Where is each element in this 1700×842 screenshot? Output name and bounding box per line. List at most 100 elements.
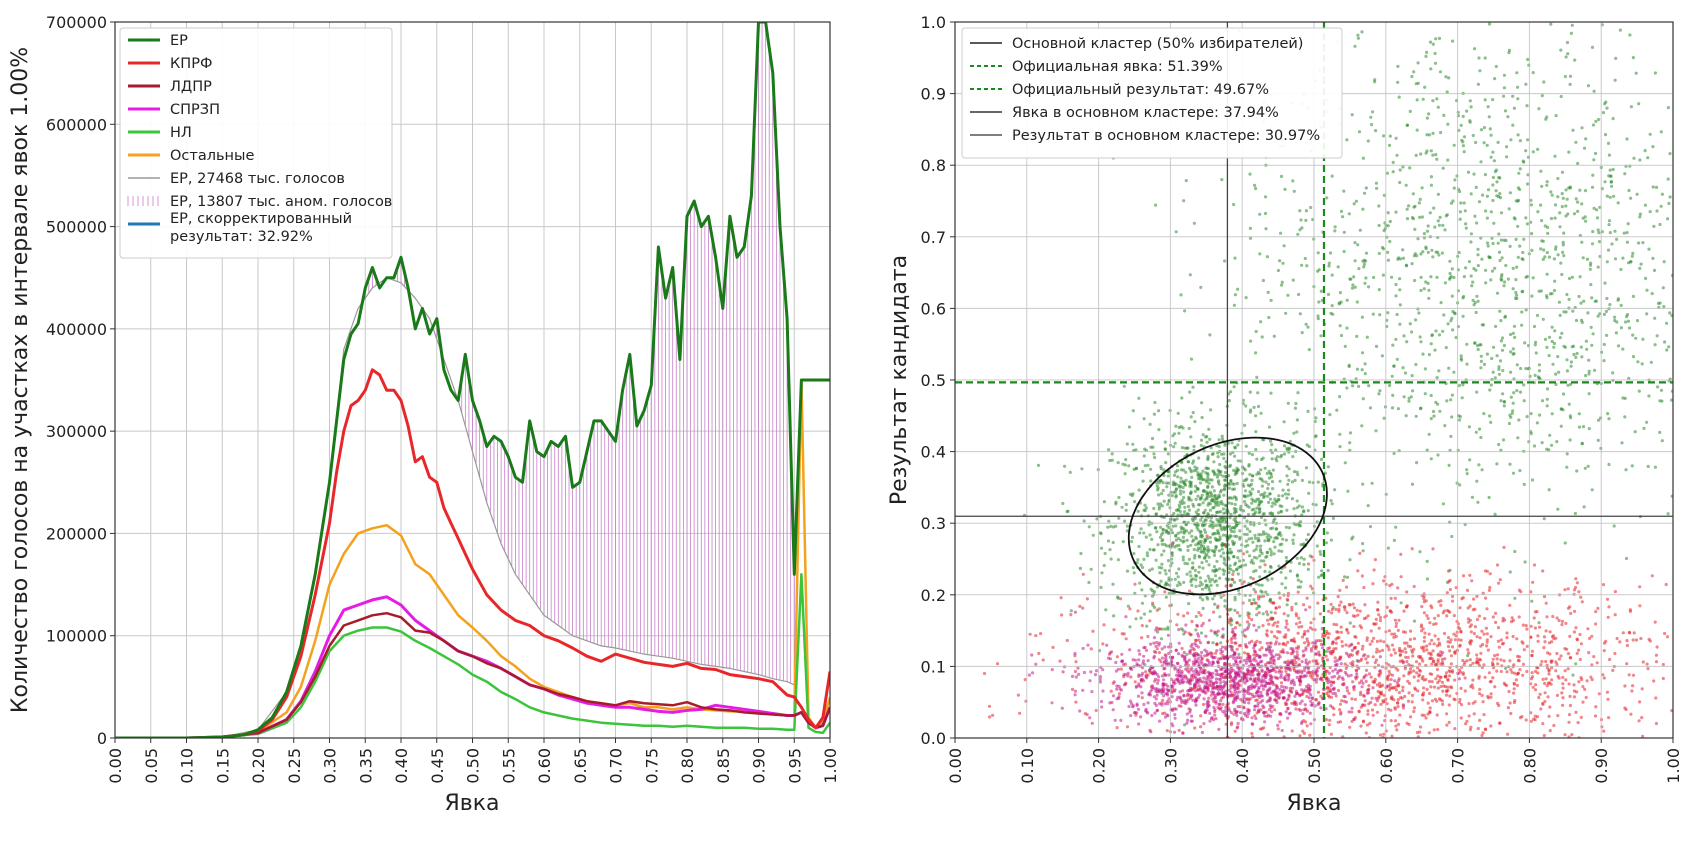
scatter-point (1461, 114, 1465, 118)
scatter-point (1358, 681, 1362, 685)
scatter-point (1074, 700, 1078, 704)
scatter-point (1269, 610, 1273, 614)
scatter-point (1563, 733, 1567, 737)
scatter-point (1272, 334, 1276, 338)
scatter-point (1258, 212, 1262, 216)
scatter-point (1155, 608, 1159, 612)
scatter-point (1182, 490, 1186, 494)
scatter-point (1270, 457, 1274, 461)
scatter-point (1423, 392, 1427, 396)
scatter-point (1204, 435, 1208, 439)
scatter-point (1152, 506, 1156, 511)
scatter-point (1061, 501, 1065, 506)
scatter-point (1154, 512, 1158, 517)
scatter-point (1586, 627, 1590, 631)
scatter-point (1516, 255, 1520, 259)
scatter-point (1294, 661, 1298, 665)
scatter-point (1394, 282, 1398, 287)
scatter-point (1356, 36, 1360, 40)
scatter-point (1373, 661, 1377, 665)
scatter-point (1407, 399, 1411, 403)
scatter-point (1631, 56, 1635, 60)
scatter-point (1420, 215, 1424, 219)
scatter-point (1350, 653, 1354, 657)
scatter-point (1411, 389, 1415, 393)
scatter-point (1371, 312, 1375, 316)
scatter-point (1578, 188, 1582, 192)
scatter-point (1189, 357, 1194, 361)
scatter-point (1664, 582, 1668, 587)
scatter-point (1273, 621, 1277, 625)
scatter-point (1633, 430, 1637, 434)
scatter-point (1514, 290, 1518, 295)
scatter-point (1206, 454, 1210, 458)
scatter-point (1247, 616, 1251, 620)
scatter-point (1418, 654, 1423, 659)
scatter-point (1117, 692, 1121, 696)
scatter-point (1206, 574, 1210, 578)
scatter-point (1484, 268, 1488, 272)
scatter-point (1396, 668, 1400, 672)
scatter-point (1565, 197, 1569, 201)
scatter-point (1329, 538, 1333, 542)
scatter-point (1214, 545, 1218, 549)
scatter-point (1247, 512, 1251, 517)
scatter-point (1361, 542, 1365, 546)
scatter-point (1252, 569, 1256, 574)
scatter-point (1411, 654, 1415, 658)
scatter-point (1377, 649, 1382, 653)
scatter-point (1364, 186, 1368, 190)
scatter-point (1428, 711, 1432, 715)
scatter-point (1396, 698, 1400, 702)
scatter-point (1459, 638, 1463, 642)
scatter-point (1650, 574, 1654, 578)
scatter-point (1063, 464, 1067, 468)
scatter-point (1140, 601, 1145, 605)
scatter-point (1419, 275, 1423, 279)
scatter-point (1235, 621, 1239, 625)
scatter-point (1300, 505, 1304, 509)
scatter-point (1316, 601, 1320, 605)
scatter-point (1222, 452, 1226, 456)
scatter-point (1605, 296, 1609, 301)
scatter-point (1655, 645, 1659, 649)
scatter-point (1469, 685, 1473, 689)
scatter-point (1230, 496, 1234, 500)
scatter-point (1427, 288, 1431, 292)
scatter-point (1338, 445, 1342, 449)
scatter-point (1244, 539, 1248, 543)
scatter-point (1201, 702, 1206, 707)
scatter-point (1412, 669, 1416, 673)
scatter-point (1255, 556, 1259, 560)
scatter-point (1471, 298, 1475, 302)
scatter-point (1540, 659, 1544, 664)
scatter-point (1410, 216, 1414, 220)
scatter-point (1257, 511, 1261, 515)
scatter-point (1179, 538, 1183, 542)
scatter-point (1427, 112, 1431, 116)
scatter-point (1189, 580, 1193, 584)
scatter-point (1475, 659, 1479, 663)
scatter-point (1558, 336, 1562, 340)
scatter-point (1127, 425, 1131, 429)
scatter-point (1475, 294, 1479, 298)
scatter-point (1150, 567, 1154, 571)
scatter-point (1495, 291, 1500, 295)
scatter-point (1206, 473, 1210, 477)
scatter-point (1168, 583, 1172, 587)
scatter-point (1659, 204, 1663, 208)
scatter-point (1306, 567, 1310, 572)
scatter-point (1194, 628, 1198, 632)
scatter-point (1197, 638, 1201, 642)
scatter-point (1166, 559, 1171, 563)
scatter-point (1439, 650, 1443, 654)
scatter-point (1218, 567, 1222, 571)
scatter-point (1327, 261, 1331, 265)
scatter-point (1310, 587, 1314, 591)
scatter-point (1412, 709, 1416, 714)
scatter-point (1458, 210, 1462, 214)
scatter-point (1100, 705, 1104, 709)
scatter-point (1508, 462, 1512, 466)
scatter-point (1512, 700, 1516, 705)
scatter-point (1292, 431, 1296, 435)
